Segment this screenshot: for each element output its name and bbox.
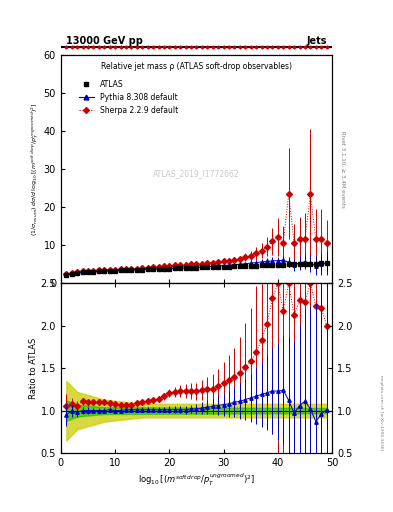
Legend: ATLAS, Pythia 8.308 default, Sherpa 2.2.9 default: ATLAS, Pythia 8.308 default, Sherpa 2.2.…	[75, 77, 181, 118]
Text: Relative jet mass ρ (ATLAS soft-drop observables): Relative jet mass ρ (ATLAS soft-drop obs…	[101, 62, 292, 71]
Y-axis label: $(1/\sigma_{resum})$ $d\sigma/d\,\log_{10}[(m^{soft\,drop}/p_T^{ungroomed})^2]$: $(1/\sigma_{resum})$ $d\sigma/d\,\log_{1…	[29, 102, 41, 236]
Text: mcplots.cern.ch [arXiv:1306.3436]: mcplots.cern.ch [arXiv:1306.3436]	[379, 375, 383, 451]
Y-axis label: Rivet 3.1.10, ≥ 3.4M events: Rivet 3.1.10, ≥ 3.4M events	[340, 131, 345, 207]
Y-axis label: Ratio to ATLAS: Ratio to ATLAS	[29, 337, 38, 399]
Text: Jets: Jets	[306, 36, 327, 46]
X-axis label: $\log_{10}[(m^{soft\,drop}/p_T^{ungroomed})^2]$: $\log_{10}[(m^{soft\,drop}/p_T^{ungroome…	[138, 472, 255, 488]
Text: 13000 GeV pp: 13000 GeV pp	[66, 36, 143, 46]
Text: ATLAS_2019_I1772062: ATLAS_2019_I1772062	[153, 169, 240, 178]
